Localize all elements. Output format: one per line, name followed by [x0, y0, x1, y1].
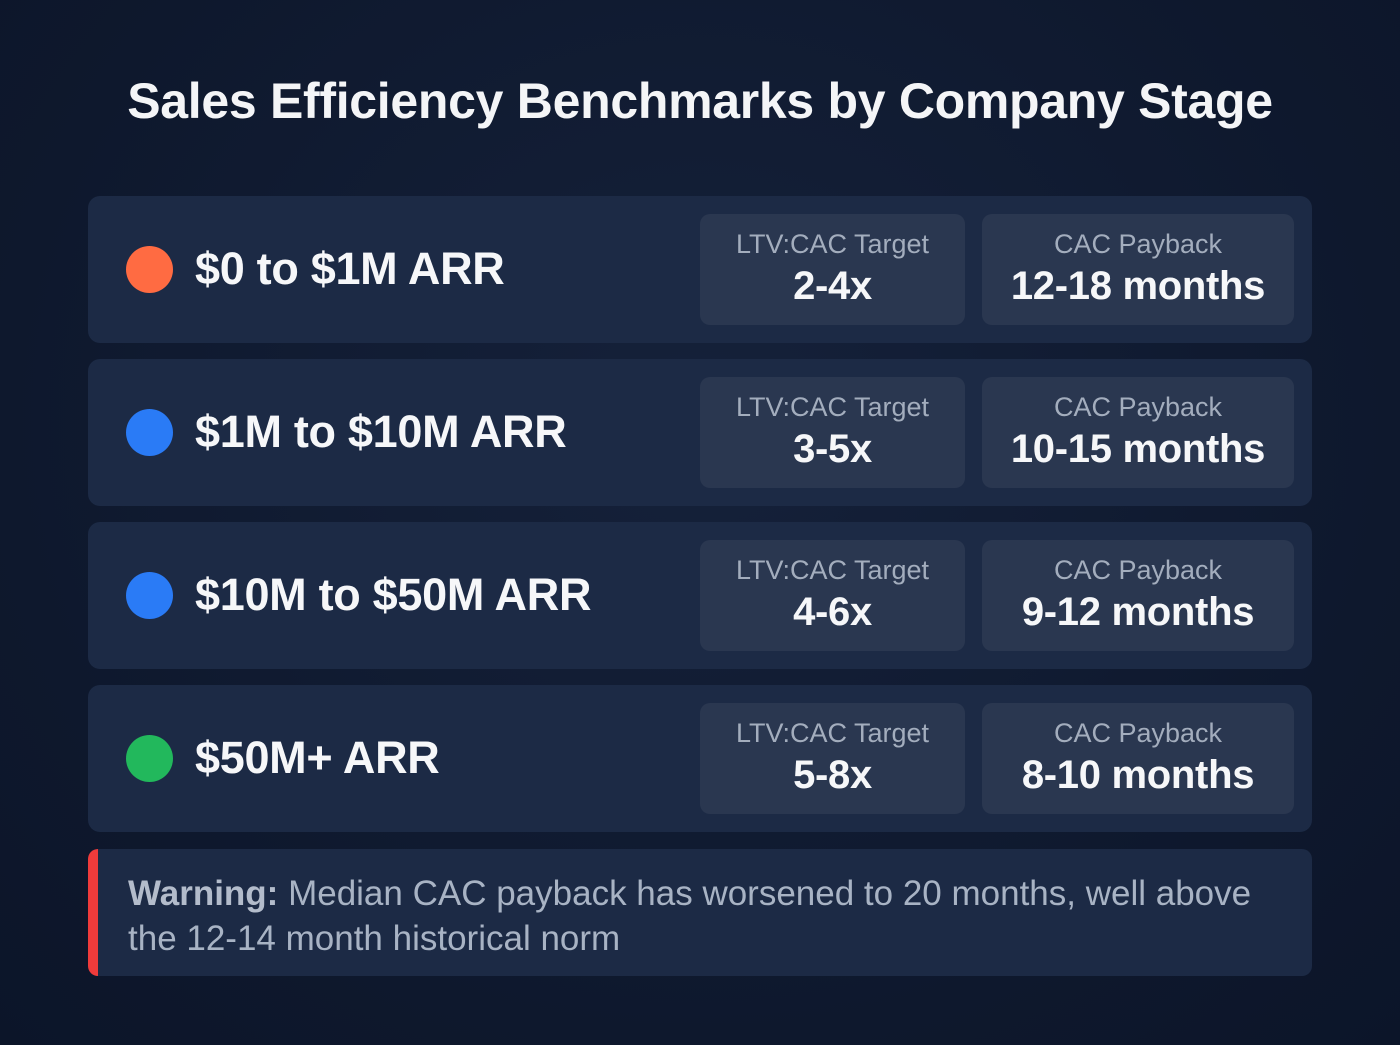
cac-payback-card: CAC Payback 12-18 months [982, 214, 1294, 325]
cac-payback-label: CAC Payback [1053, 718, 1223, 748]
ltv-cac-label: LTV:CAC Target [735, 718, 930, 748]
stage-name: $0 to $1M ARR [195, 243, 505, 294]
ltv-cac-card: LTV:CAC Target 3-5x [700, 377, 965, 488]
ltv-cac-value: 4-6x [793, 590, 872, 634]
stage-color-dot-icon [126, 246, 173, 293]
cac-payback-label: CAC Payback [1053, 229, 1223, 259]
cac-payback-value: 10-15 months [1010, 427, 1266, 471]
ltv-cac-value: 3-5x [793, 427, 872, 471]
cac-payback-card: CAC Payback 8-10 months [982, 703, 1294, 814]
ltv-cac-value: 5-8x [793, 753, 872, 797]
stage-list: $0 to $1M ARR LTV:CAC Target 2-4x CAC Pa… [88, 196, 1312, 848]
stage-row-10m-50m: $10M to $50M ARR LTV:CAC Target 4-6x CAC… [88, 522, 1312, 669]
page-title: Sales Efficiency Benchmarks by Company S… [127, 73, 1273, 129]
cac-payback-card: CAC Payback 10-15 months [982, 377, 1294, 488]
ltv-cac-card: LTV:CAC Target 4-6x [700, 540, 965, 651]
cac-payback-label: CAC Payback [1053, 392, 1223, 422]
cac-payback-label: CAC Payback [1053, 555, 1223, 585]
warning-callout: Warning: Median CAC payback has worsened… [88, 849, 1312, 976]
cac-payback-value: 8-10 months [1021, 753, 1255, 797]
warning-text: Median CAC payback has worsened to 20 mo… [128, 874, 1252, 958]
stage-name: $1M to $10M ARR [195, 406, 567, 457]
stage-color-dot-icon [126, 409, 173, 456]
ltv-cac-label: LTV:CAC Target [735, 555, 930, 585]
stage-row-50m-plus: $50M+ ARR LTV:CAC Target 5-8x CAC Paybac… [88, 685, 1312, 832]
cac-payback-value: 9-12 months [1021, 590, 1255, 634]
stage-name: $10M to $50M ARR [195, 569, 592, 620]
stage-name: $50M+ ARR [195, 732, 440, 783]
stage-row-1m-10m: $1M to $10M ARR LTV:CAC Target 3-5x CAC … [88, 359, 1312, 506]
cac-payback-value: 12-18 months [1010, 264, 1266, 308]
stage-color-dot-icon [126, 572, 173, 619]
stage-row-0-1m: $0 to $1M ARR LTV:CAC Target 2-4x CAC Pa… [88, 196, 1312, 343]
ltv-cac-card: LTV:CAC Target 2-4x [700, 214, 965, 325]
stage-color-dot-icon [126, 735, 173, 782]
cac-payback-card: CAC Payback 9-12 months [982, 540, 1294, 651]
warning-label: Warning: [128, 874, 279, 913]
ltv-cac-value: 2-4x [793, 264, 872, 308]
ltv-cac-label: LTV:CAC Target [735, 229, 930, 259]
ltv-cac-label: LTV:CAC Target [735, 392, 930, 422]
ltv-cac-card: LTV:CAC Target 5-8x [700, 703, 965, 814]
